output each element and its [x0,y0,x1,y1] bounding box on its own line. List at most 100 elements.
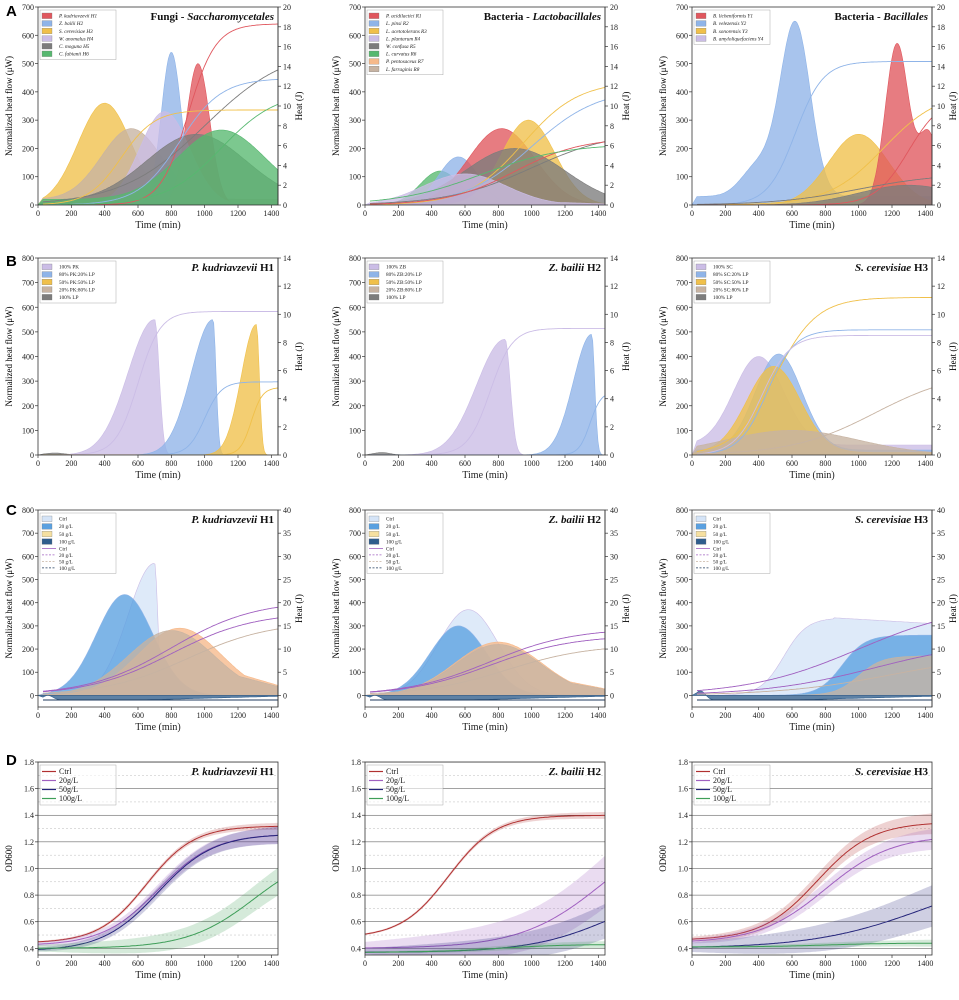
title-italic: Z. bailii [548,262,585,274]
legend-swatch [695,523,707,530]
legend-box [39,260,117,304]
y2-tick-label: 6 [283,142,287,151]
legend-label: B. sonorensis Y3 [713,29,748,35]
y-tick-label: 600 [349,303,361,312]
y-tick-label: 300 [676,377,688,386]
legend-line-label: Ctrl [713,547,722,553]
y-tick-label: 1.4 [351,811,361,820]
series-line-20g/L [365,881,605,949]
y2-tick-label: 14 [937,254,945,263]
plot-frame [37,761,279,956]
y2-tick-label: 40 [937,506,945,515]
x-tick-label: 1400 [263,959,279,968]
heat-line-blue [696,329,932,455]
legend-label: L. acetotolerans R3 [385,29,427,35]
y-tick-label: 200 [22,645,34,654]
y-tick-label: 100 [676,668,688,677]
y-tick-label: 0 [30,691,34,700]
x-tick-label: 1400 [590,711,606,720]
y-tick-label: 100 [349,426,361,435]
row-label-b: B [6,253,17,270]
area-tan [38,630,278,696]
legend-label: C. moguna H5 [59,44,90,50]
legend-swatch [368,271,380,278]
row-label-a: A [6,3,17,20]
x-tick-label: 200 [65,711,77,720]
legend-swatch [368,12,380,19]
y-axis-label: Normalized heat flow (μW) [658,306,668,406]
legend-line-label: 20 g/L [713,553,727,559]
x-axis-label: Time (min) [789,970,834,981]
x-axis-label: Time (min) [135,722,180,733]
x-axis-label: Time (min) [462,470,507,481]
area-lav [38,319,278,455]
heat-line-tan [697,666,932,695]
y2-tick-label: 0 [610,451,614,460]
series-line-100g/L [365,944,605,953]
y-axis-label: Normalized heat flow (μW) [4,306,14,406]
plot-frame [691,761,933,956]
y-tick-label: 300 [676,622,688,631]
x-axis-label: Time (min) [462,970,507,981]
y-tick-label: 400 [349,353,361,362]
y-tick-label: 100 [676,173,688,182]
legend-label: P. pentosaceus R7 [385,59,424,65]
series-line-100g/L [692,942,932,948]
y2-axis-label: Heat (J) [948,342,958,371]
x-tick-label: 200 [392,711,404,720]
y2-tick-label: 2 [610,423,614,432]
y2-tick-label: 8 [937,122,941,131]
y2-tick-label: 12 [283,282,291,291]
y2-tick-label: 10 [610,645,618,654]
legend-label: 100 g/L [386,539,402,545]
y-tick-label: 600 [676,31,688,40]
y2-tick-label: 10 [610,102,618,111]
y-tick-label: 300 [349,377,361,386]
y-tick-label: 1.2 [678,838,688,847]
title-plain: H3 [911,766,928,778]
y-tick-label: 300 [676,116,688,125]
legend-swatch [368,50,380,57]
x-tick-label: 1000 [851,711,867,720]
panel-title: S. cerevisiae H3 [855,766,929,778]
series-line-50g/L [692,905,932,948]
legend-swatch [695,531,707,537]
y-tick-label: 400 [676,599,688,608]
y2-tick-label: 12 [937,282,945,291]
y2-tick-label: 0 [283,451,287,460]
legend-label: 80% ZB:20% LP [386,272,422,278]
y2-tick-label: 15 [610,622,618,631]
y-tick-label: 100 [349,173,361,182]
y2-axis-label: Heat (J) [294,342,304,371]
x-tick-label: 800 [492,459,504,468]
legend-label: 100g/L [386,794,409,803]
panel-A2: 0 2 4 6 8 10 12 14 16 18 20 Heat (J) 0 200 400 600 800 10… [331,3,631,231]
band-50g/L [692,885,932,954]
y-tick-label: 700 [22,279,34,288]
plot-area [365,87,605,205]
y2-axis-label: Heat (J) [621,92,631,121]
x-axis-label: Time (min) [789,470,834,481]
band-20g/L [365,855,605,955]
title-plain: Fungi - [151,11,188,23]
y-tick-label: 700 [676,529,688,538]
x-tick-label: 400 [426,711,438,720]
heat-line-tan [369,648,605,695]
x-tick-label: 400 [99,209,111,218]
panel-title: P. kudriavzevii H1 [191,514,274,526]
heat-line-purple [369,638,605,693]
legend-swatch [695,279,707,285]
panel-A1: 0 2 4 6 8 10 12 14 16 18 20 Heat (J) 0 200 400 600 800 10… [4,3,304,231]
legend-swatch [368,263,380,270]
y2-tick-label: 35 [937,529,945,538]
legend-box [366,512,444,574]
y2-tick-label: 14 [283,254,291,263]
legend-line-label: 20 g/L [386,553,400,559]
y2-tick-label: 8 [283,122,287,131]
y2-axis-label: Heat (J) [621,342,631,371]
legend-label: 50% ZB:50% LP [386,280,422,286]
heat-line-gold [697,107,932,205]
